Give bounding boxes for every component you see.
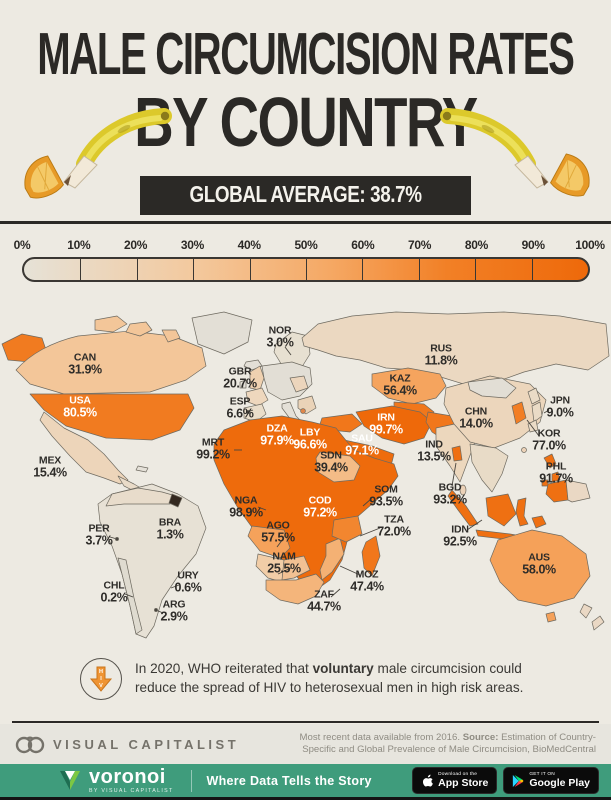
country-shape-can: [94, 315, 128, 333]
country-shape-mex: [39, 411, 129, 485]
country-shape-idn: [485, 493, 517, 527]
scale-tick-label: 40%: [237, 238, 261, 252]
country-shape-phl: [551, 471, 561, 483]
country-shape-phl: [543, 453, 557, 469]
scale-tick: [475, 259, 477, 280]
visual-capitalist-logo: VISUAL CAPITALIST: [15, 734, 239, 754]
global-average-badge: GLOBAL AVERAGE: 38.7%: [0, 176, 611, 215]
scale-tick-label: 60%: [351, 238, 375, 252]
leader-lines: [109, 346, 550, 614]
color-scale-legend: 0% 10% 20% 30% 40% 50% 60% 70% 80% 90% 100%: [14, 238, 605, 288]
binoculars-icon: [15, 736, 45, 754]
voronoi-bar: voronoi BY VISUAL CAPITALIST Where Data …: [0, 764, 611, 797]
scale-tick-label: 30%: [180, 238, 204, 252]
source-text: Most recent data available from 2016. So…: [299, 731, 597, 755]
scale-gradient-bar: [22, 257, 590, 282]
banana-right-icon: [440, 108, 549, 189]
note-text: In 2020, WHO reiterated that voluntary m…: [135, 661, 524, 695]
scale-tick: [193, 259, 195, 280]
scale-tick-labels: 0% 10% 20% 30% 40% 50% 60% 70% 80% 90% 100%: [14, 238, 605, 253]
scale-tick-label: 10%: [67, 238, 91, 252]
voronoi-logo: voronoi BY VISUAL CAPITALIST: [58, 767, 173, 794]
country-shape-jpn: [527, 387, 541, 405]
country-shape-can: [15, 330, 207, 395]
country-shape-irn: [355, 405, 433, 445]
scale-tick: [418, 259, 420, 280]
page-title-line2: BY COUNTRY: [134, 83, 478, 161]
scale-tick-label: 90%: [521, 238, 545, 252]
scale-tick: [531, 259, 533, 280]
country-shape-idn: [545, 479, 569, 503]
country-shape-gbr: [249, 365, 265, 391]
country-shape-rus: [301, 311, 610, 387]
scale-tick-label: 100%: [575, 238, 605, 252]
country-shape-idn: [447, 489, 479, 527]
banana-left-icon: [63, 108, 172, 189]
country-shape-zaf: [265, 573, 325, 605]
lemon-wedge-right-icon: [549, 153, 590, 197]
country-shape-kaz: [371, 367, 447, 405]
country-shape-idn: [515, 497, 529, 527]
divider-top: [0, 221, 611, 224]
country-shape-ago: [247, 525, 291, 559]
scale-tick-label: 80%: [464, 238, 488, 252]
country-shape-moz: [319, 537, 345, 581]
world-choropleth-map: [1, 311, 610, 639]
scale-tick-label: 20%: [124, 238, 148, 252]
country-shape-idn: [531, 515, 547, 529]
appstore-badge[interactable]: Download on the App Store: [412, 767, 498, 794]
bottom-edge-bar: [0, 797, 611, 800]
country-shape-jpn: [527, 419, 539, 433]
country-shape-kor: [511, 401, 527, 425]
country-shape-jpn: [531, 401, 543, 423]
scale-tick-label: 70%: [408, 238, 432, 252]
country-shape-can: [125, 321, 153, 337]
country-shape-sdn: [315, 451, 361, 483]
scale-tick: [306, 259, 307, 280]
apple-icon: [423, 774, 433, 786]
country-shape-can: [161, 329, 181, 343]
country-shape-aus: [545, 611, 557, 623]
voronoi-v-icon: [60, 771, 80, 791]
visual-capitalist-strip: VISUAL CAPITALIST Most recent data avail…: [0, 724, 611, 764]
scale-tick: [80, 259, 82, 280]
country-shape-bgd: [451, 445, 463, 462]
scale-tick: [136, 259, 138, 280]
country-shape-usa: [29, 393, 195, 441]
hiv-reduction-arrow-icon: HIV: [80, 658, 122, 700]
play-icon: [513, 774, 524, 787]
divider-vertical: [191, 769, 193, 792]
scale-tick: [249, 259, 251, 280]
page-title-line1: MALE CIRCUMCISION RATES: [37, 21, 575, 87]
who-note: HIV In 2020, WHO reiterated that volunta…: [0, 658, 611, 700]
lemon-wedge-left-icon: [24, 155, 65, 199]
country-shape-aus: [489, 529, 591, 607]
country-shape-phl: [541, 479, 549, 487]
divider-bottom: [12, 721, 599, 723]
country-shape-bra: [97, 483, 207, 639]
scale-tick-label: 50%: [294, 238, 318, 252]
country-shape-chn: [443, 375, 547, 449]
scale-tick-label: 0%: [13, 238, 31, 252]
country-shape-esp: [243, 403, 267, 423]
googleplay-badge[interactable]: GET IT ON Google Play: [503, 767, 599, 794]
country-shape-tza: [331, 515, 363, 543]
scale-tick: [362, 259, 364, 280]
voronoi-tagline: Where Data Tells the Story: [206, 773, 372, 788]
